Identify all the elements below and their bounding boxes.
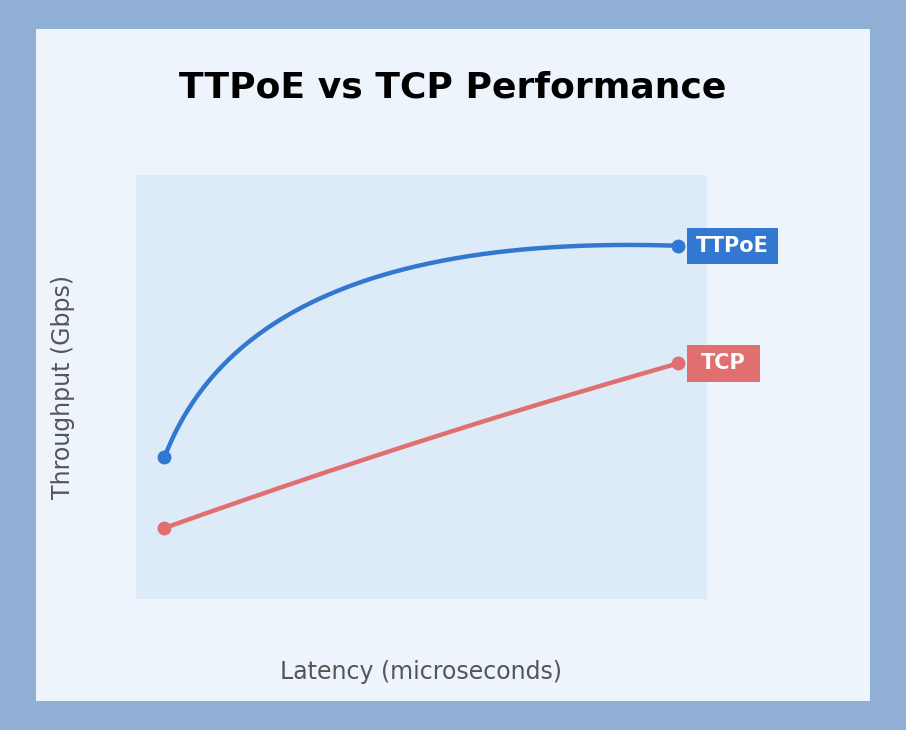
Text: Latency (microseconds): Latency (microseconds) — [280, 660, 563, 683]
Text: TTPoE: TTPoE — [696, 236, 769, 256]
Text: TCP: TCP — [701, 353, 746, 373]
Text: TTPoE vs TCP Performance: TTPoE vs TCP Performance — [179, 71, 727, 104]
Text: Throughput (Gbps): Throughput (Gbps) — [52, 275, 75, 499]
